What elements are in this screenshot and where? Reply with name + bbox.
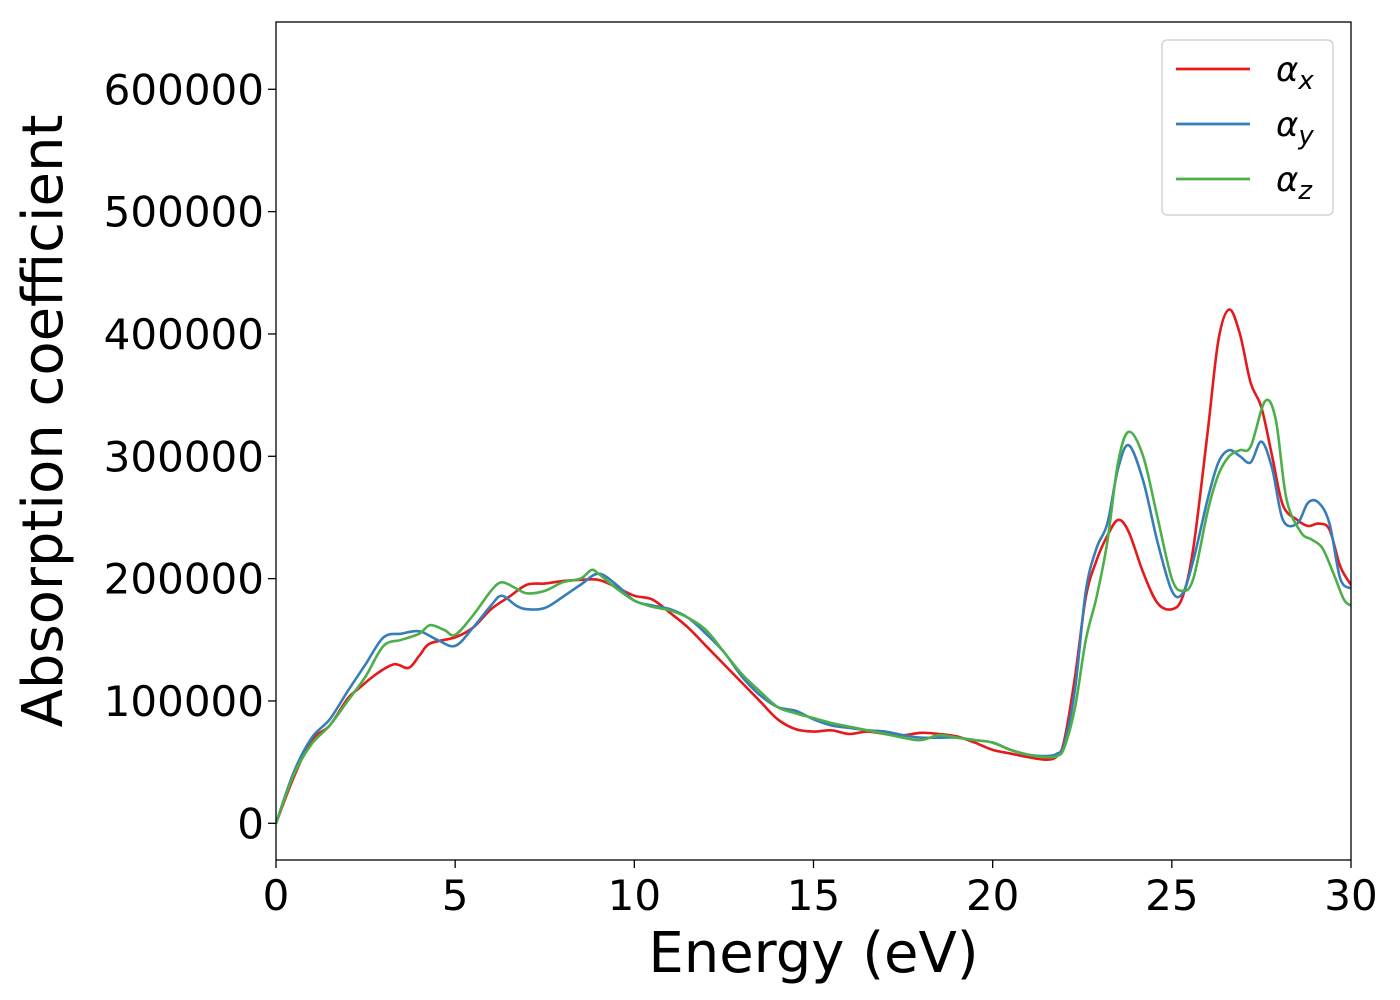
- x-tick-label: 20: [966, 871, 1019, 920]
- legend-label-z: αz: [1276, 160, 1313, 206]
- x-tick-label: 0: [263, 871, 290, 920]
- x-tick-label: 25: [1145, 871, 1198, 920]
- x-tick-label: 30: [1324, 871, 1377, 920]
- y-tick-label: 100000: [104, 677, 264, 726]
- series-line-x: [276, 308, 1351, 825]
- legend-label-base: α: [1276, 160, 1298, 200]
- y-tick-label: 200000: [104, 555, 264, 604]
- y-tick-label: 500000: [104, 188, 264, 237]
- x-axis-title: Energy (eV): [648, 921, 978, 986]
- y-axis: 0 100000 200000 300000 400000 500000 600000: [104, 65, 276, 848]
- legend-label-base: α: [1276, 105, 1298, 145]
- y-tick-label: 400000: [104, 310, 264, 359]
- legend-label-y: αy: [1276, 105, 1314, 151]
- legend-box: [1161, 39, 1334, 216]
- legend-label-x: αx: [1276, 50, 1314, 96]
- legend-label-subscript: z: [1297, 176, 1313, 206]
- series-line-z: [276, 398, 1351, 825]
- series-layer: [276, 308, 1351, 825]
- legend-label-subscript: x: [1297, 66, 1314, 96]
- series-line-y: [276, 440, 1351, 825]
- y-axis-title: Absorption coefficient: [11, 115, 76, 728]
- y-tick-label: 600000: [104, 65, 264, 114]
- y-tick-label: 300000: [104, 432, 264, 481]
- x-axis: 0 5 10 15 20 25 30: [263, 860, 1378, 920]
- y-tick-label: 0: [237, 799, 264, 848]
- legend-label-subscript: y: [1297, 121, 1314, 151]
- x-tick-label: 15: [787, 871, 840, 920]
- x-tick-label: 5: [442, 871, 469, 920]
- legend-label-base: α: [1276, 50, 1298, 90]
- x-tick-label: 10: [608, 871, 661, 920]
